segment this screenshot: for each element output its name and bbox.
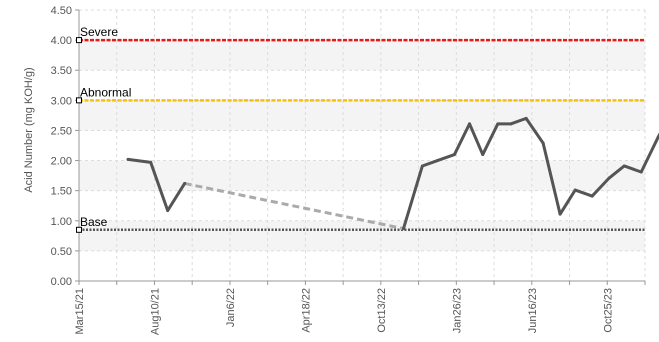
- x-tick-label: Jun16/23: [527, 288, 539, 333]
- series-line: [402, 116, 659, 231]
- x-tick-label: Aug10/21: [149, 288, 161, 335]
- reference-label-severe: Severe: [80, 25, 118, 39]
- reference-label-base: Base: [80, 215, 108, 229]
- data-point: [573, 188, 577, 192]
- y-tick-labels: 0.00 0.50 1.00 1.50 2.00 2.50 3.00 3.50 4.00 4.50: [51, 5, 72, 288]
- y-tick-label: 1.00: [51, 216, 72, 228]
- data-point: [590, 194, 594, 198]
- y-tick-label: 4.50: [51, 5, 72, 17]
- data-point: [402, 227, 406, 231]
- data-point: [468, 122, 472, 126]
- y-axis-label: Acid Number (mg KOH/g): [23, 67, 35, 192]
- y-tick-label: 2.00: [51, 156, 72, 168]
- data-point: [452, 153, 456, 157]
- series-gap-line: [184, 181, 404, 231]
- x-tick-label: Apr18/22: [300, 288, 312, 333]
- y-tick-label: 0.50: [51, 246, 72, 258]
- y-tick-label: 2.50: [51, 125, 72, 137]
- data-point: [509, 122, 513, 126]
- data-point: [183, 181, 187, 185]
- reference-marker-severe: [76, 37, 82, 44]
- data-point: [126, 157, 130, 161]
- data-point: [639, 170, 643, 174]
- x-tick-label: Mar15/21: [74, 288, 86, 334]
- y-tick-label: 1.50: [51, 186, 72, 198]
- y-tick-label: 3.00: [51, 95, 72, 107]
- data-point: [524, 116, 528, 120]
- data-point: [558, 212, 562, 216]
- grid-band: [79, 40, 645, 71]
- reference-label-abnormal: Abnormal: [80, 85, 131, 99]
- reference-lines: Severe Abnormal Base: [76, 25, 645, 233]
- grid-band: [79, 100, 645, 131]
- y-tick-label: 3.50: [51, 65, 72, 77]
- x-tick-label: Jan6/22: [225, 288, 237, 327]
- y-tick-label: 0.00: [51, 276, 72, 288]
- grid-band: [79, 160, 645, 191]
- data-point: [607, 176, 611, 180]
- data-point: [481, 153, 485, 157]
- data-point: [541, 141, 545, 145]
- data-point: [622, 164, 626, 168]
- y-tick-label: 4.00: [51, 35, 72, 47]
- reference-marker-base: [76, 226, 82, 233]
- data-point: [656, 135, 659, 139]
- x-tick-label: Oct25/23: [602, 288, 614, 333]
- reference-marker-abnormal: [76, 97, 82, 104]
- data-point: [496, 122, 500, 126]
- data-point: [420, 164, 424, 168]
- x-tick-label: Oct13/22: [376, 288, 388, 333]
- data-point: [435, 159, 439, 163]
- x-tick-label: Jan26/23: [451, 288, 463, 333]
- x-tick-labels: Mar15/21 Aug10/21 Jan6/22 Apr18/22 Oct13/22 J…: [74, 288, 614, 335]
- data-point: [149, 160, 153, 164]
- data-point: [166, 209, 170, 213]
- grid: [78, 9, 646, 282]
- series-line: [126, 157, 187, 213]
- grid-band: [79, 220, 645, 251]
- data-series: [126, 116, 659, 231]
